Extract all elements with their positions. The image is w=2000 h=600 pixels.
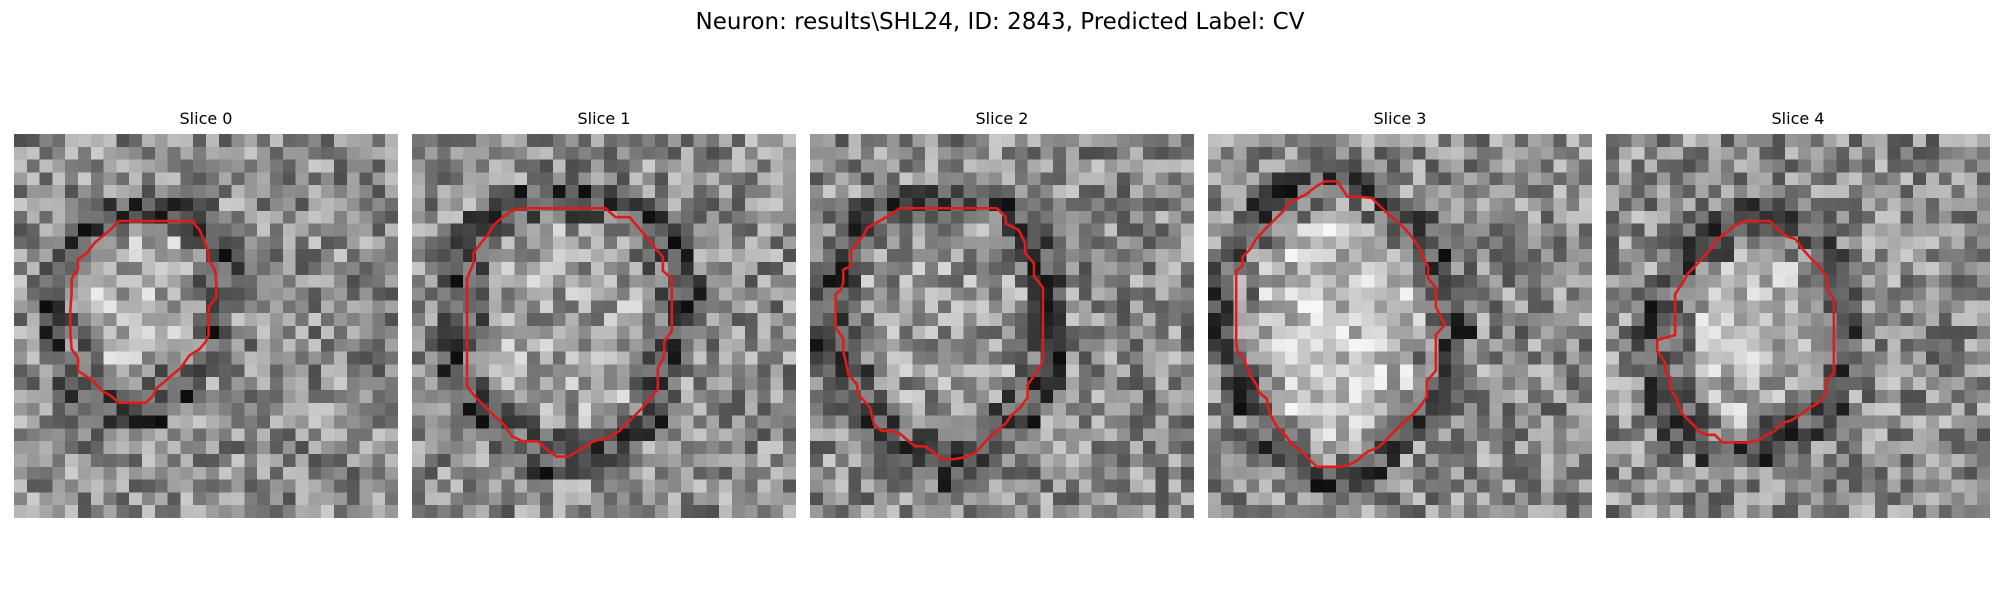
pixel-grid [412, 134, 796, 518]
slice-title-4: Slice 4 [1606, 107, 1990, 131]
slice-panel-0: Slice 0 [14, 107, 398, 518]
slice-image-4 [1606, 134, 1990, 518]
slice-panel-1: Slice 1 [412, 107, 796, 518]
slice-image-1 [412, 134, 796, 518]
slice-title-3: Slice 3 [1208, 107, 1592, 131]
slice-image-3 [1208, 134, 1592, 518]
slice-title-1: Slice 1 [412, 107, 796, 131]
slice-panel-2: Slice 2 [810, 107, 1194, 518]
pixel-grid [1208, 134, 1592, 518]
slice-panel-4: Slice 4 [1606, 107, 1990, 518]
slice-image-2 [810, 134, 1194, 518]
figure-title: Neuron: results\SHL24, ID: 2843, Predict… [0, 4, 2000, 40]
pixel-grid [810, 134, 1194, 518]
slice-title-0: Slice 0 [14, 107, 398, 131]
slice-title-2: Slice 2 [810, 107, 1194, 131]
slice-panel-3: Slice 3 [1208, 107, 1592, 518]
pixel-grid [1606, 134, 1990, 518]
slice-image-0 [14, 134, 398, 518]
